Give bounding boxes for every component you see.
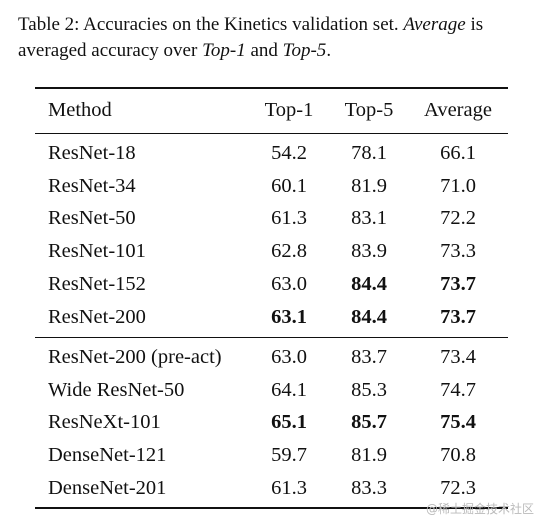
caption-text: is averaged accuracy over: [18, 14, 484, 61]
method-cell: Wide ResNet-50: [48, 378, 185, 401]
value-cell: 85.3: [351, 378, 387, 401]
value-cell: 74.7: [440, 378, 476, 401]
value-cell: 61.3: [271, 476, 307, 499]
value-cell: 63.1: [271, 305, 307, 328]
value-cell: 83.9: [351, 240, 387, 263]
watermark: @稀土掘金技术社区: [425, 502, 534, 516]
value-cell: 73.7: [440, 305, 476, 328]
value-cell: 81.9: [351, 174, 387, 197]
value-cell: 83.7: [351, 346, 387, 368]
caption-text: Table 2: Accuracies on the Kinetics vali…: [18, 14, 404, 35]
method-cell: ResNet-101: [48, 240, 146, 263]
value-cell: 78.1: [351, 142, 387, 164]
method-cell: ResNet-200: [48, 305, 146, 328]
value-cell: 84.4: [351, 272, 387, 295]
value-cell: 65.1: [271, 411, 307, 434]
header-cell: Average: [424, 99, 492, 121]
method-cell: ResNet-50: [48, 207, 136, 230]
value-cell: 73.3: [440, 240, 476, 263]
value-cell: 73.4: [440, 346, 476, 368]
value-cell: 83.1: [351, 207, 387, 230]
method-cell: DenseNet-121: [48, 444, 167, 467]
value-cell: 85.7: [351, 411, 387, 434]
method-cell: ResNet-34: [48, 174, 136, 197]
header-rule: [35, 133, 508, 134]
caption-italic: Top-5: [282, 40, 327, 61]
value-cell: 73.7: [440, 272, 476, 295]
header-cell: Top-5: [344, 99, 394, 121]
value-cell: 72.2: [440, 207, 476, 230]
caption-text: and: [245, 40, 283, 61]
value-cell: 59.7: [271, 444, 307, 467]
value-cell: 61.3: [271, 207, 307, 230]
caption-italic: Average: [403, 14, 466, 35]
value-cell: 64.1: [271, 378, 307, 401]
header-cell: Method: [48, 99, 112, 121]
value-cell: 84.4: [351, 305, 387, 328]
method-cell: ResNet-18: [48, 142, 136, 164]
value-cell: 62.8: [271, 240, 307, 263]
value-cell: 63.0: [271, 346, 307, 368]
method-cell: ResNet-200 (pre-act): [48, 346, 222, 368]
method-cell: DenseNet-201: [48, 476, 167, 499]
caption: Table 2: Accuracies on the Kinetics vali…: [18, 12, 530, 64]
caption-italic: Top-1: [202, 40, 246, 61]
value-cell: 60.1: [271, 174, 307, 197]
header-cell: Top-1: [264, 99, 314, 121]
value-cell: 63.0: [271, 272, 307, 295]
value-cell: 75.4: [440, 411, 476, 434]
value-cell: 72.3: [440, 476, 476, 499]
value-cell: 66.1: [440, 142, 476, 164]
value-cell: 70.8: [440, 444, 476, 467]
top-rule: [35, 87, 508, 89]
value-cell: 83.3: [351, 476, 387, 499]
value-cell: 71.0: [440, 174, 476, 197]
caption-text: .: [326, 40, 332, 61]
method-cell: ResNet-152: [48, 272, 146, 295]
method-cell: ResNeXt-101: [48, 411, 161, 434]
value-cell: 81.9: [351, 444, 387, 467]
bottom-rule: [35, 507, 508, 509]
group-rule: [35, 337, 508, 338]
value-cell: 54.2: [271, 142, 307, 164]
